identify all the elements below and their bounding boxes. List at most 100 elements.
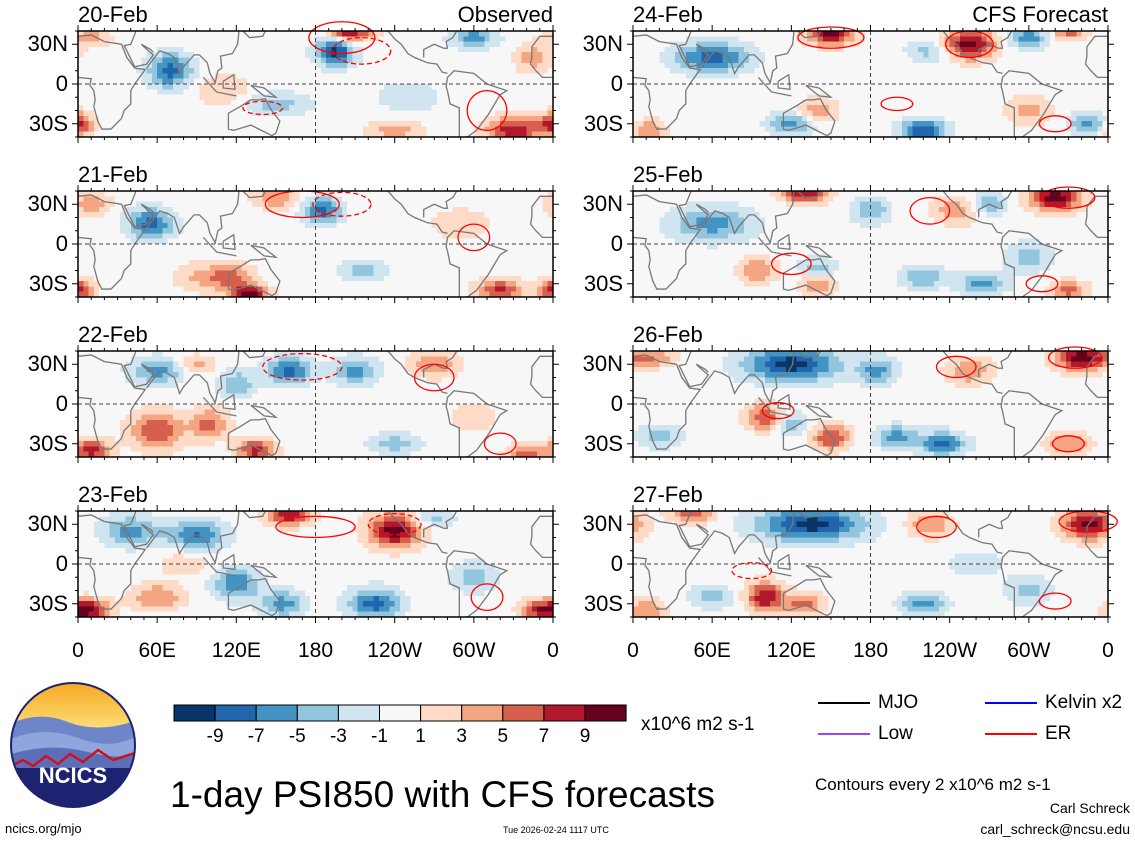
field-cell: [215, 94, 222, 101]
field-cell: [442, 228, 449, 234]
field-cell: [537, 191, 544, 197]
field-cell: [352, 409, 359, 416]
field-cell: [236, 206, 243, 213]
field-cell: [236, 52, 243, 59]
field-cell: [341, 393, 348, 400]
field-cell: [252, 388, 259, 394]
field-cell: [452, 291, 459, 298]
field-cell: [415, 238, 422, 245]
field-cell: [537, 52, 544, 59]
field-cell: [199, 36, 206, 43]
field-cell: [447, 244, 454, 250]
field-cell: [489, 286, 496, 293]
field-cell: [521, 228, 528, 234]
field-cell: [347, 356, 354, 363]
field-cell: [173, 259, 179, 266]
field-cell: [341, 265, 348, 272]
field-cell: [167, 84, 174, 90]
field-cell: [157, 84, 164, 90]
field-cell: [315, 99, 322, 106]
field-cell: [199, 31, 206, 37]
field-cell: [93, 356, 100, 363]
field-cell: [384, 131, 390, 138]
field-cell: [162, 372, 169, 379]
field-cell: [484, 286, 491, 293]
field-cell: [489, 78, 496, 85]
field-cell: [278, 238, 285, 245]
field-cell: [494, 212, 501, 219]
field-cell: [289, 191, 295, 197]
field-cell: [468, 191, 475, 197]
field-cell: [531, 99, 538, 106]
field-cell: [88, 430, 95, 437]
field-cell: [347, 52, 354, 59]
field-cell: [394, 105, 401, 112]
field-cell: [336, 425, 343, 432]
field-cell: [252, 409, 259, 416]
field-cell: [241, 270, 248, 277]
field-cell: [363, 430, 369, 437]
field-cell: [204, 105, 211, 112]
field-cell: [320, 414, 327, 421]
field-cell: [215, 382, 222, 389]
field-cell: [215, 286, 222, 293]
field-cell: [93, 254, 100, 261]
field-cell: [93, 84, 100, 90]
field-cell: [304, 430, 311, 437]
field-cell: [294, 36, 301, 43]
field-cell: [468, 115, 475, 122]
field-cell: [273, 351, 280, 357]
field-cell: [320, 441, 327, 447]
coastline: [227, 257, 281, 297]
field-cell: [315, 57, 322, 64]
field-cell: [146, 36, 153, 43]
field-cell: [125, 126, 132, 133]
field-cell: [289, 121, 295, 127]
field-cell: [484, 233, 491, 240]
field-cell: [194, 356, 200, 363]
field-cell: [120, 196, 127, 203]
field-cell: [125, 99, 132, 106]
field-cell: [136, 286, 142, 293]
field-cell: [331, 393, 338, 400]
field-cell: [331, 115, 338, 122]
field-cell: [88, 196, 95, 203]
y-tick-label: 30S: [28, 270, 68, 296]
field-cell: [241, 52, 248, 59]
field-cell: [183, 398, 190, 405]
field-cell: [299, 382, 306, 389]
field-cell: [231, 31, 237, 37]
field-cell: [93, 351, 100, 357]
field-cell: [320, 222, 327, 229]
field-cell: [278, 377, 285, 384]
field-cell: [310, 131, 317, 138]
field-cell: [341, 57, 348, 64]
field-cell: [315, 414, 322, 421]
field-cell: [114, 286, 121, 293]
field-cell: [104, 228, 111, 234]
field-cell: [231, 249, 237, 256]
field-cell: [310, 419, 317, 426]
field-cell: [547, 206, 554, 213]
field-cell: [188, 404, 195, 410]
field-cell: [204, 270, 211, 277]
field-cell: [231, 291, 237, 298]
field-cell: [136, 191, 142, 197]
field-cell: [125, 249, 132, 256]
field-cell: [516, 270, 522, 277]
field-cell: [220, 131, 227, 138]
field-cell: [426, 110, 433, 117]
field-cell: [542, 265, 549, 272]
field-cell: [246, 46, 253, 53]
field-cell: [484, 244, 491, 250]
field-cell: [468, 99, 475, 106]
field-cell: [526, 41, 533, 48]
field-cell: [384, 46, 390, 53]
field-cell: [188, 121, 195, 127]
field-cell: [199, 222, 206, 229]
field-cell: [199, 115, 206, 122]
field-cell: [93, 233, 100, 240]
field-cell: [473, 131, 480, 138]
field-cell: [262, 286, 269, 293]
field-cell: [484, 265, 491, 272]
